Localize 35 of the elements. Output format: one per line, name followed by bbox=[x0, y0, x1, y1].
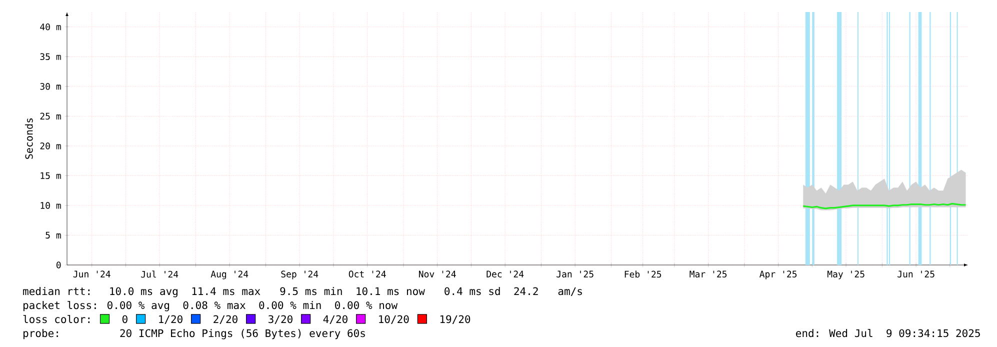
x-tick-label: Oct '24 bbox=[348, 270, 386, 278]
legend-label: 19/20 bbox=[440, 315, 470, 324]
legend-label: 0 bbox=[122, 315, 128, 324]
y-tick-label: 25 m bbox=[40, 112, 61, 120]
text: median rtt: 10.0 ms avg 11.4 ms max 9.5 ms min 10.1 ms now 0.4 ms sd 24.2 am/s bbox=[23, 287, 582, 298]
text: packet loss: 0.00 % avg 0.08 % max 0.00 % min 0.00 % now bbox=[24, 300, 398, 312]
x-tick-label: Aug '24 bbox=[210, 270, 248, 280]
text: probe: 20 ICMP Echo Pings (56 Bytes) every 60s bbox=[24, 329, 365, 340]
legend-label: 3/20 bbox=[268, 315, 292, 324]
legend-label: 2/20 bbox=[214, 315, 238, 324]
x-tick-label: Nov '24 bbox=[418, 270, 456, 278]
x-tick-label: Apr '25 bbox=[760, 270, 797, 280]
legend-label: 10/20 bbox=[379, 315, 409, 324]
x-tick-label: Mar '25 bbox=[690, 270, 727, 278]
y-tick-label: 5 m bbox=[46, 232, 61, 239]
y-tick-label: 30 m bbox=[40, 82, 61, 90]
legend-label: 1/20 bbox=[159, 315, 182, 324]
legend-title: loss color: bbox=[23, 314, 90, 324]
y-tick-label: 40 m bbox=[40, 23, 61, 30]
x-tick-label: Jun '24 bbox=[73, 270, 110, 278]
x-tick-label: Jul '24 bbox=[141, 270, 178, 278]
x-tick-label: Jun '25 bbox=[898, 270, 934, 278]
legend-label: 4/20 bbox=[323, 315, 348, 324]
y-tick-label: 35 m bbox=[40, 53, 61, 60]
y-axis-title: Seconds bbox=[25, 118, 33, 159]
y-tick-label: 15 m bbox=[40, 172, 61, 180]
x-tick-label: Jan '25 bbox=[556, 270, 594, 278]
y-tick-label: 20 m bbox=[40, 142, 61, 150]
x-tick-label: Dec '24 bbox=[486, 270, 524, 278]
text: end: Wed Jul 9 09:34:15 2025 bbox=[796, 328, 980, 338]
y-tick-label: 10 m bbox=[40, 202, 61, 209]
x-tick-label: May '25 bbox=[827, 270, 864, 280]
y-tick-label: 0 bbox=[56, 262, 61, 268]
x-tick-label: Sep '24 bbox=[281, 270, 318, 280]
x-tick-label: Feb '25 bbox=[624, 270, 662, 278]
